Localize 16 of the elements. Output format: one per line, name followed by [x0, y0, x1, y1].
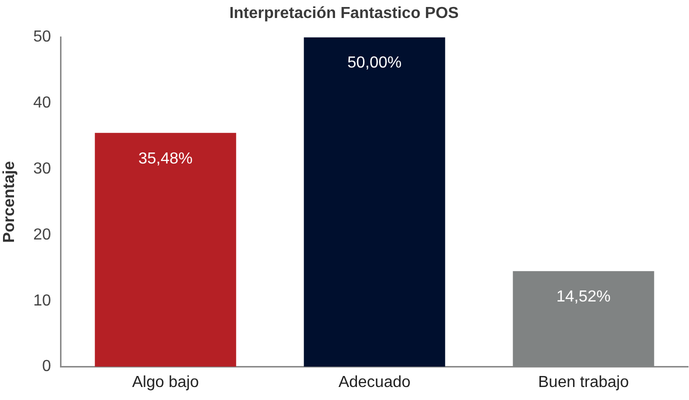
data-label: 14,52%	[556, 288, 611, 306]
y-axis-title: Porcentaje	[1, 160, 18, 243]
y-tick-label: 50	[33, 28, 52, 46]
x-tick-label: Buen trabajo	[538, 374, 629, 391]
y-tick-label: 20	[33, 226, 52, 244]
y-tick-label: 10	[33, 292, 52, 310]
x-tick-label: Adecuado	[338, 374, 411, 391]
bar	[94, 132, 236, 367]
y-tick-label: 0	[42, 358, 52, 376]
chart-title: Interpretación Fantastico POS	[229, 5, 460, 22]
data-label: 50,00%	[347, 54, 402, 72]
bar	[304, 37, 446, 367]
x-tick-label: Algo bajo	[132, 374, 199, 391]
y-tick-label: 40	[33, 94, 52, 112]
data-label: 35,48%	[138, 150, 193, 168]
y-tick-label: 30	[33, 160, 52, 178]
